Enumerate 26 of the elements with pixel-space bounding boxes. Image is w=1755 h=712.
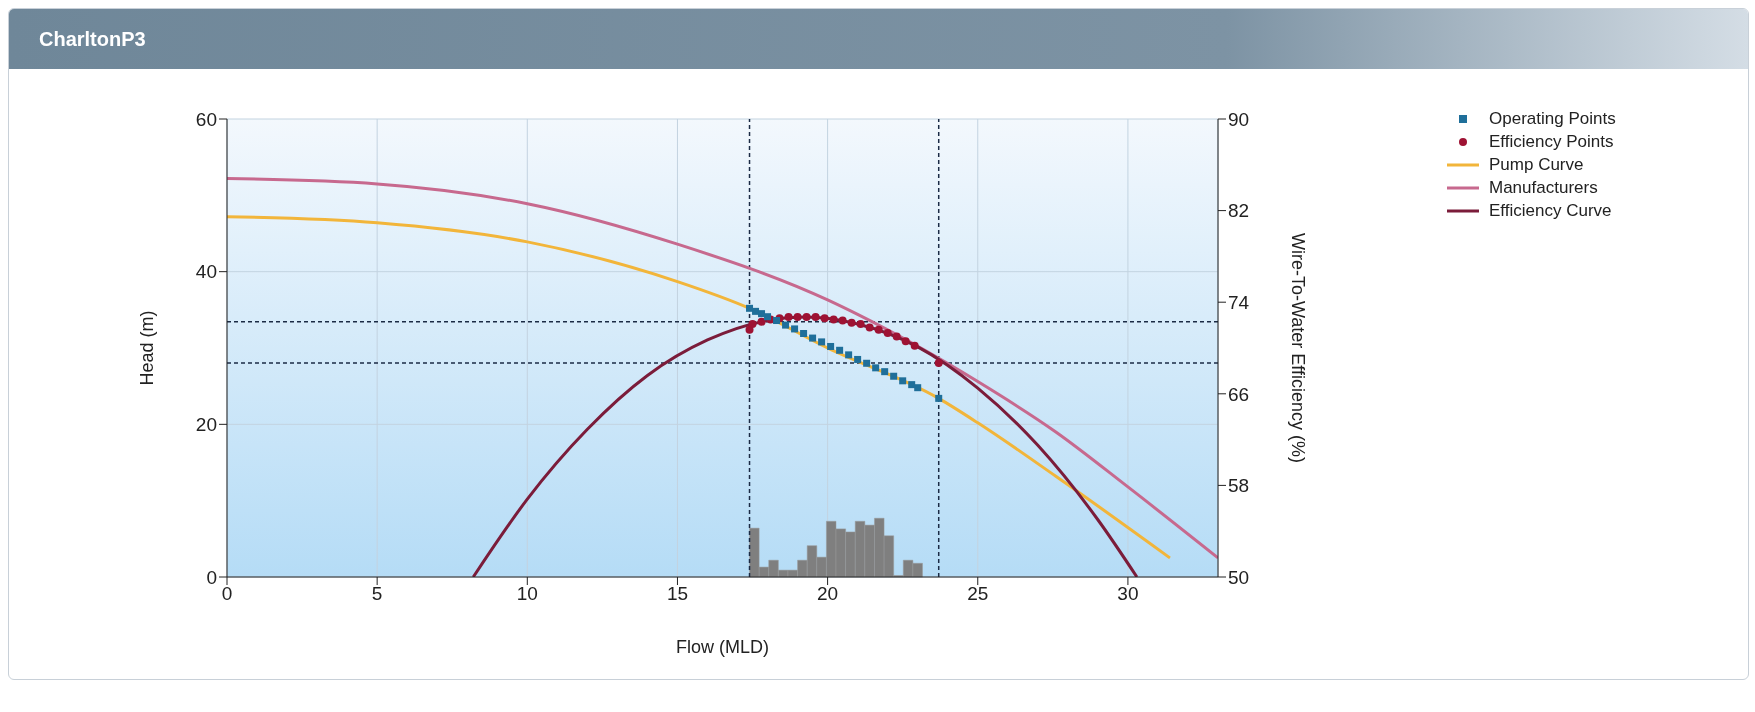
legend-label: Efficiency Curve	[1489, 200, 1612, 222]
x-tick-label: 10	[516, 583, 538, 605]
y2-tick-label: 90	[1228, 108, 1250, 130]
chart-title: CharltonP3	[39, 27, 146, 51]
legend-label: Manufacturers	[1489, 177, 1598, 199]
x-tick-label: 5	[371, 583, 383, 605]
y-tick-label: 60	[195, 108, 217, 130]
y2-tick-label: 50	[1228, 566, 1250, 588]
y2-tick-label: 74	[1228, 291, 1250, 313]
y-tick-label: 0	[206, 566, 217, 588]
legend-label: Pump Curve	[1489, 154, 1584, 176]
y-tick-label: 40	[195, 261, 217, 283]
y2-axis-title: Wire-To-Water Efficiency (%)	[1287, 232, 1308, 464]
x-tick-label: 15	[666, 583, 689, 605]
y-axis-title: Head (m)	[137, 310, 158, 386]
legend-label: Efficiency Points	[1489, 131, 1614, 153]
x-tick-label: 20	[817, 583, 839, 605]
x-tick-label: 0	[221, 583, 233, 605]
y2-tick-label: 66	[1228, 383, 1250, 405]
x-tick-label: 25	[967, 583, 989, 605]
y-tick-label: 20	[195, 414, 217, 436]
y2-tick-label: 58	[1228, 475, 1250, 497]
x-tick-label: 30	[1117, 583, 1139, 605]
x-axis-title: Flow (MLD)	[676, 637, 769, 657]
legend-label: Operating Points	[1489, 108, 1616, 130]
y2-tick-label: 82	[1228, 200, 1250, 222]
